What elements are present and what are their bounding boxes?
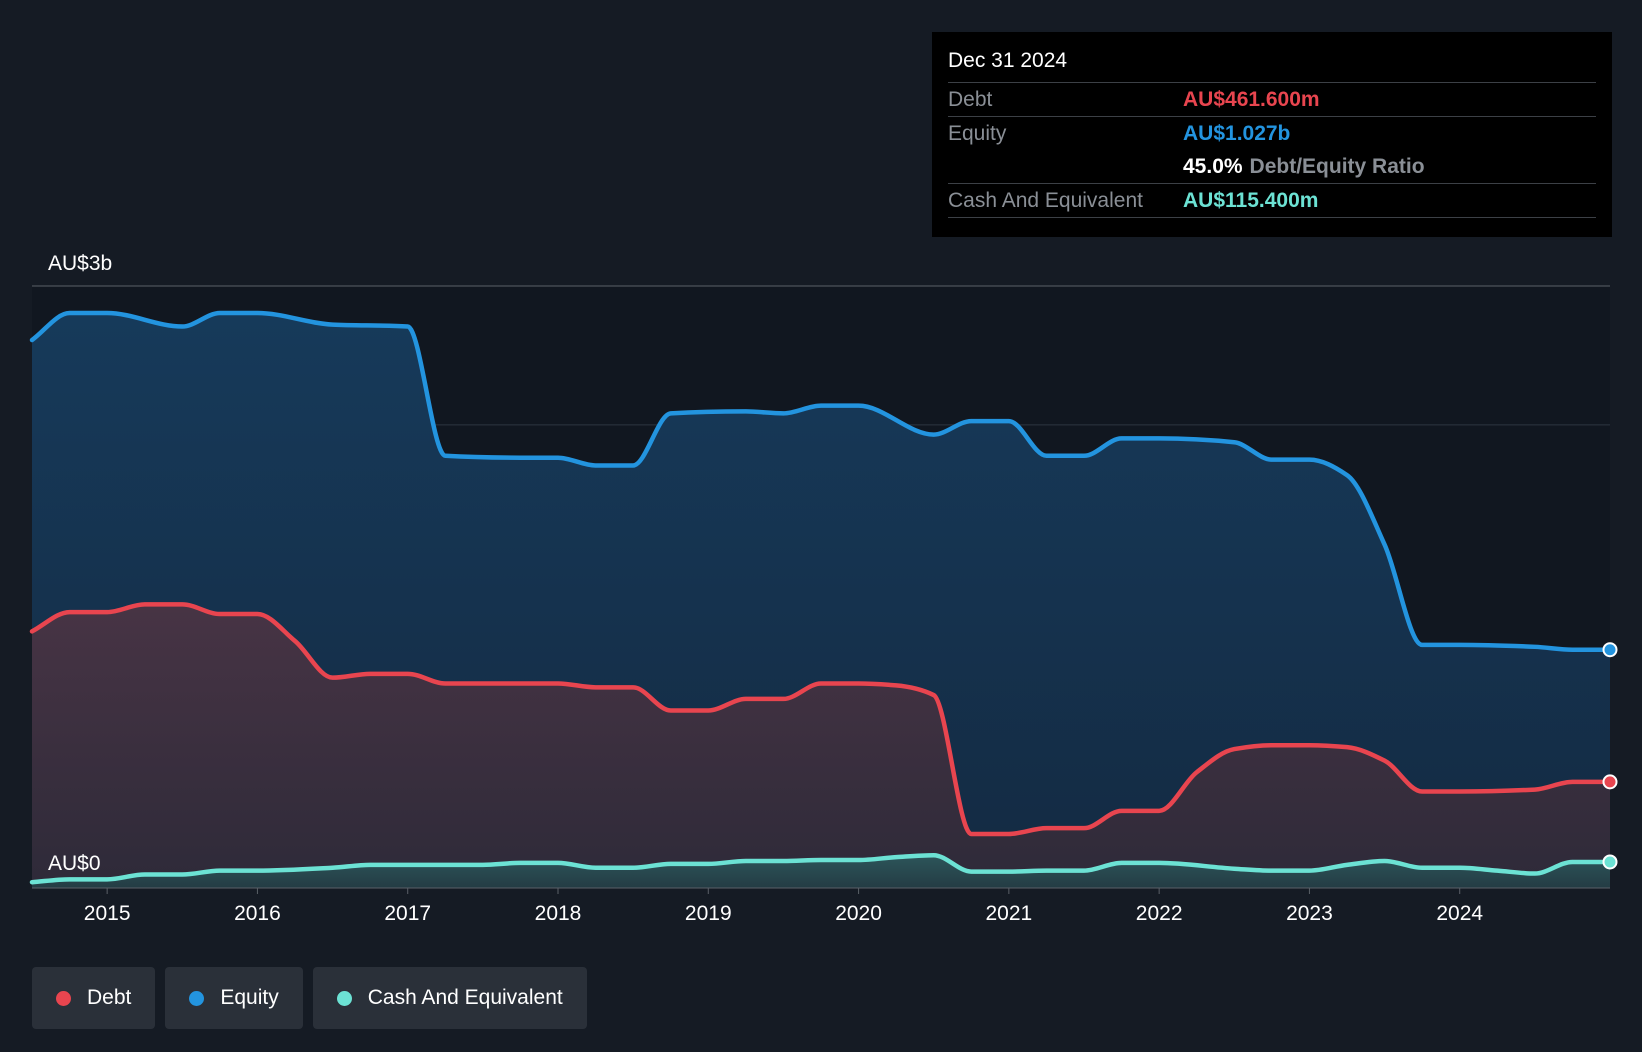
chart-legend: Debt Equity Cash And Equivalent xyxy=(32,967,587,1029)
x-tick-label: 2019 xyxy=(685,902,732,925)
x-tick-label: 2021 xyxy=(985,902,1032,925)
x-tick-label: 2018 xyxy=(535,902,582,925)
y-bottom-label: AU$0 xyxy=(48,852,101,875)
tooltip-ratio-value: 45.0% xyxy=(1183,154,1243,178)
legend-item-cash[interactable]: Cash And Equivalent xyxy=(312,967,587,1029)
y-top-label: AU$3b xyxy=(48,252,112,275)
tooltip-row-debt: Debt AU$461.600m xyxy=(948,82,1596,116)
legend-label-debt: Debt xyxy=(87,986,132,1009)
cash-and-equivalent-end-marker[interactable] xyxy=(1602,854,1618,870)
tooltip-row-equity: Equity AU$1.027b xyxy=(948,116,1596,150)
area-layer xyxy=(32,313,1610,888)
tooltip-label-equity: Equity xyxy=(948,121,1007,145)
tooltip-row-ratio: 45.0% Debt/Equity Ratio xyxy=(948,150,1596,183)
legend-item-debt[interactable]: Debt xyxy=(32,967,156,1029)
cash-and-equivalent-line xyxy=(29,852,1613,885)
debt-end-marker[interactable] xyxy=(1602,774,1618,790)
legend-dot-debt xyxy=(56,990,71,1006)
tooltip-label-debt: Debt xyxy=(948,87,993,111)
equity-end-marker[interactable] xyxy=(1602,642,1618,658)
debt-area xyxy=(32,604,1610,888)
cash-and-equivalent-area xyxy=(32,855,1610,888)
x-tick-label: 2015 xyxy=(84,902,131,925)
tooltip-value-debt: AU$461.600m xyxy=(1183,87,1320,111)
equity-line xyxy=(29,310,1613,652)
axis-layer: 2015 2016 2017 2018 2019 2020 2021 2022 2023 2024 xyxy=(32,887,1610,925)
legend-label-equity: Equity xyxy=(220,986,279,1009)
x-tick-label: 2016 xyxy=(234,902,281,925)
legend-dot-equity xyxy=(189,990,205,1006)
tooltip-row-cash: Cash And Equivalent AU$115.400m xyxy=(948,183,1596,218)
line-layer xyxy=(29,310,1618,885)
tooltip-value-equity: AU$1.027b xyxy=(1183,121,1291,145)
tooltip-value-cash: AU$115.400m xyxy=(1183,188,1319,212)
tooltip-date: Dec 31 2024 xyxy=(948,49,1068,72)
x-tick-label: 2024 xyxy=(1436,902,1483,925)
x-tick-label: 2023 xyxy=(1286,902,1333,925)
legend-dot-cash xyxy=(336,990,352,1006)
tooltip-label-cash: Cash And Equivalent xyxy=(948,188,1143,212)
legend-item-equity[interactable]: Equity xyxy=(165,967,303,1029)
x-tick-label: 2022 xyxy=(1136,902,1183,925)
tooltip-panel: Dec 31 2024 Debt AU$461.600m Equity AU$1… xyxy=(932,32,1612,237)
x-tick-label: 2020 xyxy=(835,902,882,925)
x-tick-label: 2017 xyxy=(384,902,431,925)
debt-line xyxy=(29,602,1613,837)
legend-label-cash: Cash And Equivalent xyxy=(367,986,563,1009)
tooltip-ratio-label: Debt/Equity Ratio xyxy=(1249,154,1425,178)
